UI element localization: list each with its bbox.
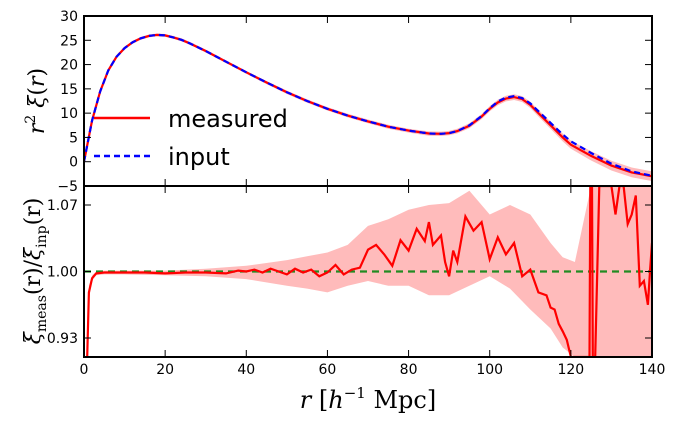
bottom-y-ticks: 0.93 1.00 1.07 xyxy=(47,198,652,347)
x-tick-label: 0 xyxy=(80,362,89,378)
top-y-tick-label: 0 xyxy=(69,155,78,171)
bottom-x-ticks: 0 20 40 60 80 100 120 140 xyxy=(80,186,666,378)
legend-input-label: input xyxy=(168,143,230,171)
legend: measured input xyxy=(94,105,288,171)
top-y-ticks: −5 0 5 10 15 20 25 30 xyxy=(57,9,652,195)
top-y-tick-label: 15 xyxy=(60,82,78,98)
top-y-tick-label: 20 xyxy=(60,58,78,74)
bottom-y-tick-label: 0.93 xyxy=(47,331,78,347)
top-panel: −5 0 5 10 15 20 25 30 measured input r2 ξ(r) xyxy=(23,9,653,195)
x-tick-label: 80 xyxy=(400,362,418,378)
top-y-tick-label: −5 xyxy=(57,179,78,195)
input-series-line xyxy=(84,33,652,177)
x-axis-label: r [h−1 Mpc] xyxy=(300,384,436,414)
bottom-y-tick-label: 1.00 xyxy=(47,265,78,281)
bottom-error-band xyxy=(88,186,652,357)
ratio-series-line xyxy=(86,186,652,357)
top-y-tick-label: 30 xyxy=(60,9,78,25)
bottom-y-axis-label: ξmeas(r)/ξinp(r) xyxy=(21,198,50,345)
bottom-y-tick-label: 1.07 xyxy=(47,198,78,214)
x-tick-label: 100 xyxy=(476,362,503,378)
x-tick-label: 140 xyxy=(639,362,666,378)
legend-measured-label: measured xyxy=(168,105,288,133)
x-tick-label: 20 xyxy=(156,362,174,378)
top-y-axis-label: r2 ξ(r) xyxy=(23,68,50,134)
top-y-tick-label: 25 xyxy=(60,33,78,49)
bottom-panel: 0.93 1.00 1.07 0 20 40 60 80 100 120 140 ξmeas(r)… xyxy=(21,185,666,414)
x-tick-label: 40 xyxy=(237,362,255,378)
x-tick-label: 60 xyxy=(319,362,337,378)
bottom-axes-frame xyxy=(83,185,653,358)
top-y-tick-label: 10 xyxy=(60,106,78,122)
top-y-tick-label: 5 xyxy=(69,130,78,146)
x-tick-label: 120 xyxy=(557,362,584,378)
